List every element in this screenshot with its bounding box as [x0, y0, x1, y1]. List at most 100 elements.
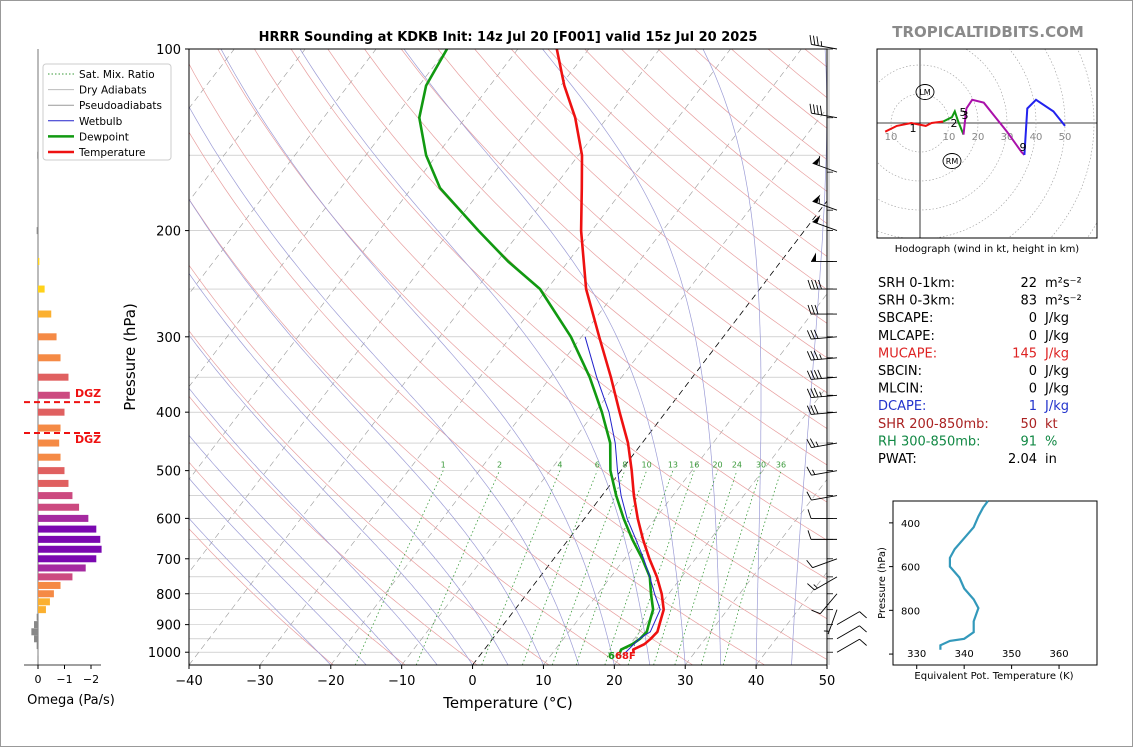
index-label: SBCIN:: [878, 364, 922, 379]
theta-e-x-label: 330: [907, 649, 926, 660]
hodo-ring-label: 10: [885, 132, 898, 143]
omega-bar: [34, 635, 38, 642]
hodo-segment: [964, 100, 1025, 155]
theta-e-y-label: 800: [901, 606, 920, 617]
wind-barb: [808, 530, 837, 539]
hodo-ring-label: 20: [972, 132, 985, 143]
theta-e-x-label: 360: [1049, 649, 1068, 660]
legend-label: Dry Adiabats: [79, 85, 147, 97]
series-temperature: [557, 49, 664, 654]
y-tick-label: 500: [156, 465, 181, 480]
skewt-xlabel: Temperature (°C): [442, 694, 572, 712]
wind-barb: [808, 509, 837, 518]
index-unit: in: [1045, 452, 1057, 467]
omega-bar: [38, 546, 102, 553]
mixing-ratio-line: [628, 471, 694, 665]
index-label: MLCAPE:: [878, 329, 935, 344]
legend-label: Wetbulb: [79, 116, 123, 128]
series-wetbulb: [585, 337, 660, 654]
y-tick-label: 300: [156, 331, 181, 346]
omega-bar: [38, 526, 96, 533]
index-value: 0: [1029, 311, 1037, 326]
pseudoadiabat: [17, 155, 402, 665]
theta-e-y-label: 400: [901, 519, 920, 530]
omega-bar: [38, 492, 72, 499]
pseudoadiabat: [79, 74, 508, 665]
hodo-height-label: 5: [960, 106, 967, 119]
wind-barb: [810, 35, 837, 49]
hodo-height-label: 9: [1020, 141, 1027, 154]
isotherm-line: [331, 49, 802, 665]
wind-barb: [813, 156, 837, 172]
index-value: 1: [1029, 399, 1037, 414]
index-label: DCAPE:: [878, 399, 926, 414]
y-tick-label: 600: [156, 512, 181, 527]
omega-bar: [38, 573, 72, 580]
omega-bar: [38, 425, 61, 432]
index-unit: kt: [1045, 417, 1058, 432]
wind-barb: [824, 610, 837, 634]
index-unit: m²s⁻²: [1045, 294, 1082, 309]
omega-bar: [38, 409, 65, 416]
x-tick-label: −10: [388, 674, 415, 689]
skewt-ylabel: Pressure (hPa): [121, 303, 139, 411]
index-unit: J/kg: [1044, 346, 1069, 361]
mixing-ratio-label: 8: [622, 461, 627, 470]
index-label: MLCIN:: [878, 382, 923, 397]
index-label: SBCAPE:: [878, 311, 933, 326]
pseudoadiabat: [300, 49, 650, 665]
pseudoadiabat: [159, 49, 579, 665]
wind-barb: [813, 215, 837, 231]
omega-x-ticks: 0−1−2: [35, 665, 100, 686]
omega-bar: [38, 467, 65, 474]
dry-adiabat: [181, 49, 837, 665]
x-tick-label: −40: [175, 674, 202, 689]
pseudoadiabat: [703, 49, 761, 665]
y-tick-label: 200: [156, 225, 181, 240]
x-tick-label: 30: [677, 674, 694, 689]
index-label: MUCAPE:: [878, 346, 937, 361]
index-unit: J/kg: [1044, 329, 1069, 344]
omega-bar: [38, 582, 61, 589]
hodograph-frame: [877, 49, 1097, 238]
hodo-ring-label: 10: [943, 132, 956, 143]
wind-barb: [811, 594, 837, 614]
omega-bar: [38, 258, 39, 265]
omega-bar: [38, 515, 88, 522]
omega-bar: [38, 392, 70, 399]
wind-barb: [810, 104, 837, 118]
dgz-label: DGZ: [75, 387, 101, 400]
hodo-segment: [1024, 100, 1065, 155]
skewt-title: HRRR Sounding at KDKB Init: 14z Jul 20 […: [259, 30, 758, 45]
x-tick-label: 50: [819, 674, 836, 689]
mixing-ratio-label: 20: [712, 461, 722, 470]
y-tick-label: 100: [156, 43, 181, 58]
mixing-ratio-line: [654, 471, 718, 665]
y-tick-label: 900: [156, 619, 181, 634]
wind-barb: [807, 559, 837, 568]
theta-e-x-label: 350: [1002, 649, 1021, 660]
wind-barb: [807, 351, 837, 360]
watermark: TROPICALTIDBITS.COM: [892, 23, 1084, 41]
dry-adiabat: [805, 49, 1133, 665]
mixing-ratio-label: 13: [668, 461, 678, 470]
dgz-label: DGZ: [75, 433, 101, 446]
index-value: 2.04: [1008, 452, 1037, 467]
index-value: 0: [1029, 364, 1037, 379]
omega-bar: [38, 354, 61, 361]
hodo-ring-label: 40: [1030, 132, 1043, 143]
theta-e-y-label: 600: [901, 563, 920, 574]
skewt-frame: [189, 49, 827, 665]
y-tick-label: 400: [156, 406, 181, 421]
mixing-ratio-line: [723, 471, 781, 665]
index-label: PWAT:: [878, 452, 917, 467]
index-value: 50: [1020, 417, 1037, 432]
surface-temp-label: 68F: [615, 651, 636, 662]
theta-e-profile: [940, 501, 988, 650]
omega-bar: [38, 555, 96, 562]
mixing-ratio-label: 1: [441, 461, 446, 470]
hodo-ring-label: 50: [1059, 132, 1072, 143]
omega-bar: [38, 598, 50, 605]
pseudoadiabat: [792, 49, 827, 665]
